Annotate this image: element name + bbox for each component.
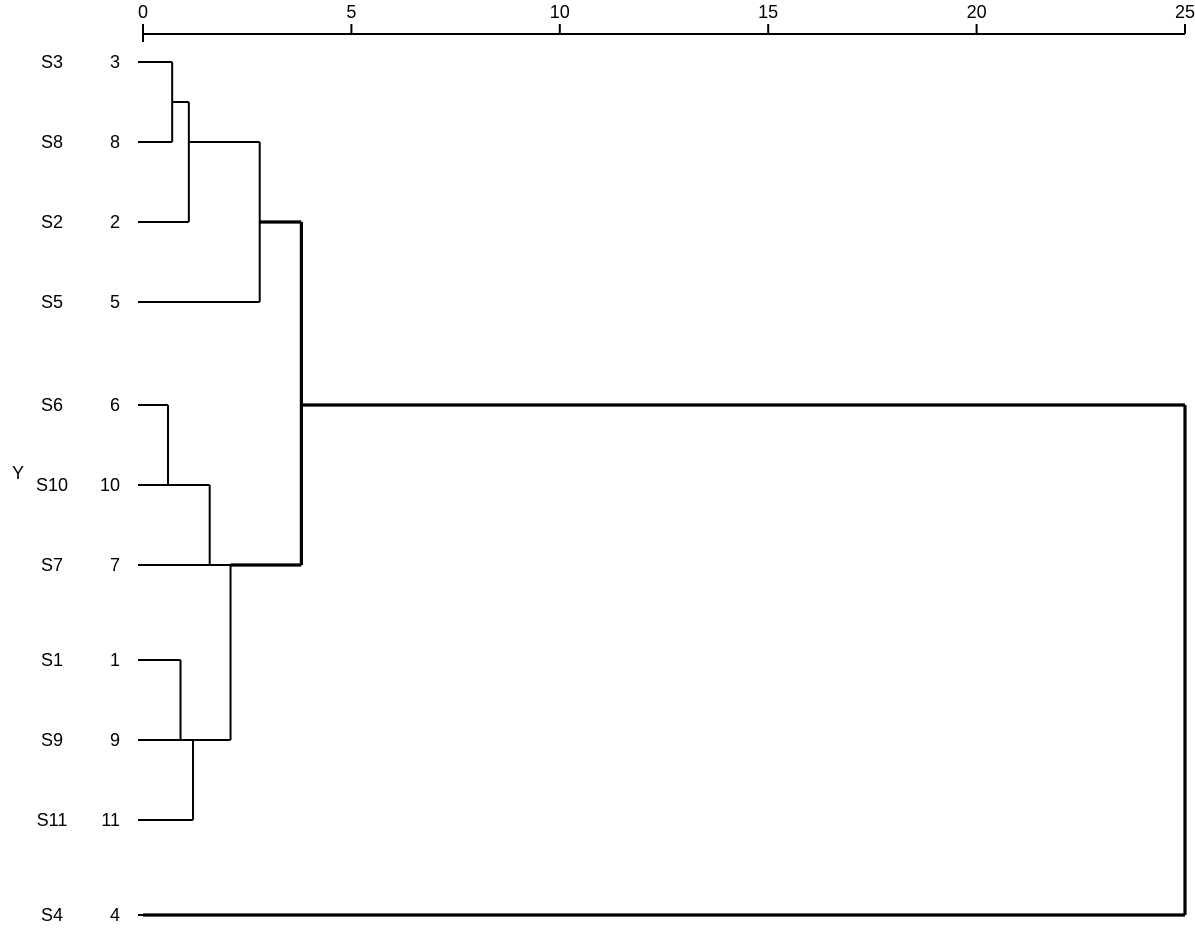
x-tick-label: 25 — [1175, 2, 1195, 22]
dendrogram-chart: 0510152025YS33S88S22S55S66S1010S77S11S99… — [0, 0, 1195, 933]
leaf-inner-label: 9 — [110, 730, 120, 750]
x-tick-label: 20 — [967, 2, 987, 22]
leaf-inner-label: 3 — [110, 52, 120, 72]
leaf-inner-label: 7 — [110, 555, 120, 575]
leaf-outer-label: S3 — [41, 52, 63, 72]
leaf-outer-label: S5 — [41, 292, 63, 312]
x-tick-label: 15 — [758, 2, 778, 22]
x-tick-label: 10 — [550, 2, 570, 22]
leaf-outer-label: S2 — [41, 212, 63, 232]
dendrogram-svg: 0510152025YS33S88S22S55S66S1010S77S11S99… — [0, 0, 1195, 933]
leaf-inner-label: 4 — [110, 905, 120, 925]
leaf-inner-label: 6 — [110, 395, 120, 415]
leaf-inner-label: 5 — [110, 292, 120, 312]
leaf-outer-label: S6 — [41, 395, 63, 415]
leaf-outer-label: S9 — [41, 730, 63, 750]
leaf-outer-label: S10 — [36, 475, 68, 495]
y-axis-label: Y — [12, 463, 24, 483]
leaf-inner-label: 2 — [110, 212, 120, 232]
leaf-inner-label: 11 — [101, 810, 120, 830]
leaf-outer-label: S11 — [37, 810, 68, 830]
x-tick-label: 0 — [138, 2, 148, 22]
leaf-outer-label: S4 — [41, 905, 63, 925]
leaf-outer-label: S8 — [41, 132, 63, 152]
leaf-inner-label: 10 — [100, 475, 120, 495]
leaf-inner-label: 8 — [110, 132, 120, 152]
x-tick-label: 5 — [346, 2, 356, 22]
leaf-outer-label: S1 — [41, 650, 63, 670]
leaf-inner-label: 1 — [110, 650, 120, 670]
leaf-outer-label: S7 — [41, 555, 63, 575]
